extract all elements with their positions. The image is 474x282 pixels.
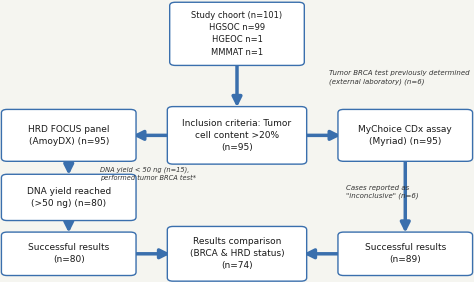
FancyBboxPatch shape <box>1 232 136 276</box>
Text: DNA yield reached
(>50 ng) (n=80): DNA yield reached (>50 ng) (n=80) <box>27 187 111 208</box>
FancyBboxPatch shape <box>167 226 307 281</box>
Text: Successful results
(n=89): Successful results (n=89) <box>365 243 446 265</box>
FancyBboxPatch shape <box>338 109 473 161</box>
Text: Inclusion criteria: Tumor
cell content >20%
(n=95): Inclusion criteria: Tumor cell content >… <box>182 119 292 152</box>
FancyBboxPatch shape <box>170 2 304 65</box>
FancyBboxPatch shape <box>1 174 136 221</box>
Text: Tumor BRCA test previously determined
(external laboratory) (n=6): Tumor BRCA test previously determined (e… <box>329 70 470 85</box>
FancyBboxPatch shape <box>167 107 307 164</box>
Text: Results comparison
(BRCA & HRD status)
(n=74): Results comparison (BRCA & HRD status) (… <box>190 237 284 270</box>
FancyBboxPatch shape <box>338 232 473 276</box>
Text: Successful results
(n=80): Successful results (n=80) <box>28 243 109 265</box>
Text: DNA yield < 50 ng (n=15),
performed tumor BRCA test*: DNA yield < 50 ng (n=15), performed tumo… <box>100 166 196 181</box>
FancyBboxPatch shape <box>1 109 136 161</box>
Text: Study choort (n=101)
HGSOC n=99
HGEOC n=1
MMMAT n=1: Study choort (n=101) HGSOC n=99 HGEOC n=… <box>191 11 283 57</box>
Text: Cases reported as
"inconclusive" (n=6): Cases reported as "inconclusive" (n=6) <box>346 185 419 199</box>
Text: MyChoice CDx assay
(Myriad) (n=95): MyChoice CDx assay (Myriad) (n=95) <box>358 125 452 146</box>
Text: HRD FOCUS panel
(AmoyDX) (n=95): HRD FOCUS panel (AmoyDX) (n=95) <box>28 125 109 146</box>
